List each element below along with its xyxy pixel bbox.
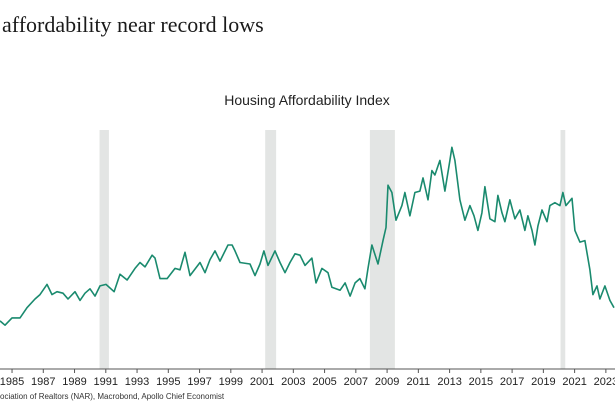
chart-title: Housing Affordability Index [224, 92, 390, 108]
x-tick-label: 2013 [437, 376, 461, 388]
x-tick-label: 2017 [500, 376, 524, 388]
x-tick-label: 1985 [0, 376, 24, 388]
x-tick-label: 2023 [594, 376, 615, 388]
x-tick-label: 2001 [250, 376, 274, 388]
x-tick-label: 1997 [187, 376, 211, 388]
x-tick-label: 2015 [469, 376, 493, 388]
recession-band-1 [265, 130, 277, 369]
x-tick-label: 2007 [344, 376, 368, 388]
x-tick-label: 1991 [94, 376, 118, 388]
headline: affordability near record lows [2, 12, 264, 37]
x-tick-label: 1989 [62, 376, 86, 388]
recession-band-0 [99, 130, 109, 369]
x-tick-label: 2009 [375, 376, 399, 388]
x-tick-label: 1987 [31, 376, 55, 388]
x-tick-label: 2003 [281, 376, 305, 388]
source-note: ociation of Realtors (NAR), Macrobond, A… [0, 392, 225, 401]
series-line-0 [0, 146, 615, 326]
x-axis: 1985 1987 1989 1991 1993 1995 1997 1999 2001 2003… [0, 368, 615, 388]
x-tick-label: 2021 [562, 376, 586, 388]
series-line-group [0, 146, 615, 326]
x-tick-label: 1993 [125, 376, 149, 388]
recession-bands [99, 130, 566, 369]
x-tick-label: 2011 [407, 376, 431, 388]
recession-band-3 [560, 130, 566, 369]
x-tick-label: 2019 [531, 376, 555, 388]
x-tick-label: 1995 [156, 376, 180, 388]
x-tick-label: 2005 [312, 376, 336, 388]
x-tick-label: 1999 [219, 376, 243, 388]
